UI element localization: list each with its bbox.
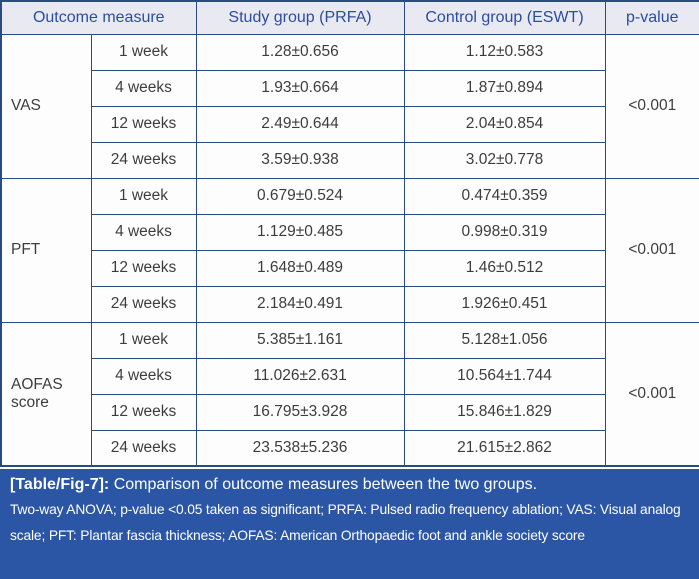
group-label-pft: PFT [0,177,92,323]
time-cell: 4 weeks [90,69,197,107]
table-row: 4 weeks 1.129±0.485 0.998±0.319 [1,213,699,251]
study-value-cell: 3.59±0.938 [195,141,405,179]
study-value-cell: 1.28±0.656 [195,33,405,71]
control-value-cell: 15.846±1.829 [403,393,606,431]
header-control-group: Control group (ESWT) [403,0,606,35]
table-row: 12 weeks 2.49±0.644 2.04±0.854 [1,105,699,143]
table-row: 24 weeks 3.59±0.938 3.02±0.778 [1,141,699,179]
study-value-cell: 2.184±0.491 [195,285,405,323]
header-p-value: p-value [604,0,699,35]
group-label-aofas: AOFAS score [0,321,92,467]
time-cell: 1 week [90,321,197,359]
time-cell: 12 weeks [90,393,197,431]
control-value-cell: 1.926±0.451 [403,285,606,323]
control-value-cell: 0.998±0.319 [403,213,606,251]
caption-title-line: [Table/Fig-7]: Comparison of outcome mea… [10,476,689,494]
table-row: VAS 1 week 1.28±0.656 1.12±0.583 <0.001 [0,33,699,179]
p-value-cell-pft: <0.001 [604,177,699,323]
study-value-cell: 5.385±1.161 [195,321,405,359]
control-value-cell: 10.564±1.744 [403,357,606,395]
time-cell: 4 weeks [90,213,197,251]
group-label-vas: VAS [0,33,92,179]
caption-notes: Two-way ANOVA; p-value <0.05 taken as si… [10,502,681,544]
study-value-cell: 1.129±0.485 [195,213,405,251]
control-value-cell: 0.474±0.359 [403,177,606,215]
study-value-cell: 11.026±2.631 [195,357,405,395]
control-value-cell: 1.46±0.512 [403,249,606,287]
p-value-cell-aofas: <0.001 [604,321,699,467]
study-value-cell: 2.49±0.644 [195,105,405,143]
control-value-cell: 3.02±0.778 [403,141,606,179]
table-row: 12 weeks 16.795±3.928 15.846±1.829 [1,393,699,431]
table-row: 4 weeks 11.026±2.631 10.564±1.744 [1,357,699,395]
control-value-cell: 1.87±0.894 [403,69,606,107]
time-cell: 12 weeks [90,105,197,143]
table-row: 4 weeks 1.93±0.664 1.87±0.894 [1,69,699,107]
study-value-cell: 16.795±3.928 [195,393,405,431]
table-header-row: Outcome measure Study group (PRFA) Contr… [0,0,699,35]
p-value-cell-vas: <0.001 [604,33,699,179]
control-value-cell: 2.04±0.854 [403,105,606,143]
study-value-cell: 23.538±5.236 [195,429,405,467]
header-study-group: Study group (PRFA) [195,0,405,35]
time-cell: 24 weeks [90,429,197,467]
table-row: 24 weeks 2.184±0.491 1.926±0.451 [1,285,699,323]
study-value-cell: 0.679±0.524 [195,177,405,215]
time-cell: 1 week [90,33,197,71]
caption-label: [Table/Fig-7]: [10,476,110,493]
table-row: PFT 1 week 0.679±0.524 0.474±0.359 <0.00… [0,177,699,323]
table-row: 12 weeks 1.648±0.489 1.46±0.512 [1,249,699,287]
control-value-cell: 5.128±1.056 [403,321,606,359]
header-outcome-measure: Outcome measure [0,0,197,35]
outcome-measures-table: Outcome measure Study group (PRFA) Contr… [0,0,699,467]
control-value-cell: 1.12±0.583 [403,33,606,71]
caption-title: Comparison of outcome measures between t… [113,476,538,493]
table-row: AOFAS score 1 week 5.385±1.161 5.128±1.0… [0,321,699,467]
time-cell: 1 week [90,177,197,215]
study-value-cell: 1.648±0.489 [195,249,405,287]
time-cell: 4 weeks [90,357,197,395]
time-cell: 12 weeks [90,249,197,287]
table-row: 24 weeks 23.538±5.236 21.615±2.862 [1,429,699,467]
time-cell: 24 weeks [90,141,197,179]
study-value-cell: 1.93±0.664 [195,69,405,107]
time-cell: 24 weeks [90,285,197,323]
figure-caption: [Table/Fig-7]: Comparison of outcome mea… [0,469,699,579]
control-value-cell: 21.615±2.862 [403,429,606,467]
